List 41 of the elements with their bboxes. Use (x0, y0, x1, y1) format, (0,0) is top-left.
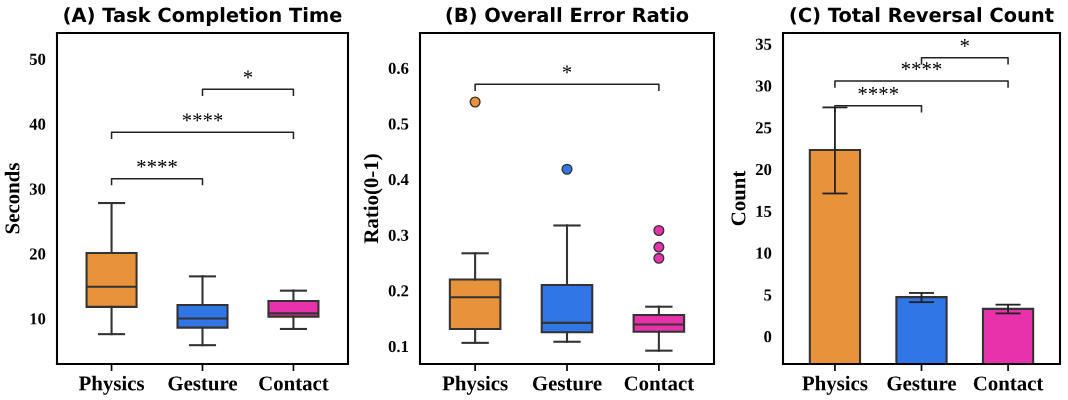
y-tick-label: 15 (756, 205, 772, 217)
annotation: **** (858, 87, 899, 95)
x-tick-label: Physics (442, 375, 508, 395)
x-tick-label: Contact (259, 376, 329, 391)
y-tick-label: 35 (755, 38, 772, 50)
y-tick-label: 0.1 (388, 340, 409, 353)
y-tick-label: 0.6 (388, 62, 409, 75)
chart-title: (B) Overall Error Ratio (446, 7, 689, 25)
y-axis-title: Count (731, 170, 746, 226)
y-tick-label: 40 (29, 118, 46, 130)
x-tick-label: Physics (78, 375, 145, 395)
y-tick-label: 0.3 (388, 229, 409, 241)
y-tick-label: 5 (764, 289, 772, 301)
annotation: **** (901, 62, 942, 70)
chart-title: (C) Total Reversal Count (790, 7, 1054, 25)
x-tick-label: Physics (802, 375, 868, 395)
x-tick-label: Contact (973, 376, 1044, 391)
y-tick-label: 10 (756, 247, 772, 259)
y-tick-label: 30 (29, 183, 46, 195)
annotation: **** (182, 113, 223, 122)
y-tick-label: 0.5 (388, 118, 409, 130)
y-tick-label: 0.4 (388, 174, 409, 186)
y-axis-title: Ratio(0-1) (363, 154, 383, 244)
y-tick-label: 10 (30, 313, 46, 325)
y-tick-label: 0.2 (388, 285, 409, 297)
y-tick-label: 50 (29, 53, 46, 65)
x-tick-label: Contact (624, 376, 695, 391)
chart-title: (A) Task Completion Time (64, 7, 342, 26)
y-tick-label: 20 (755, 163, 772, 176)
y-axis-title: Seconds (4, 163, 20, 234)
annotation: * (960, 39, 969, 47)
y-tick-label: 30 (755, 80, 772, 92)
x-tick-label: Gesture (168, 376, 238, 391)
y-tick-label: 20 (29, 248, 46, 260)
annotation: * (243, 70, 253, 79)
y-tick-label: 25 (755, 122, 772, 134)
annotation: * (562, 65, 572, 74)
annotation: **** (137, 159, 177, 168)
x-tick-label: Gesture (887, 376, 957, 391)
y-tick-label: 0 (764, 331, 772, 343)
x-tick-label: Gesture (532, 376, 602, 391)
